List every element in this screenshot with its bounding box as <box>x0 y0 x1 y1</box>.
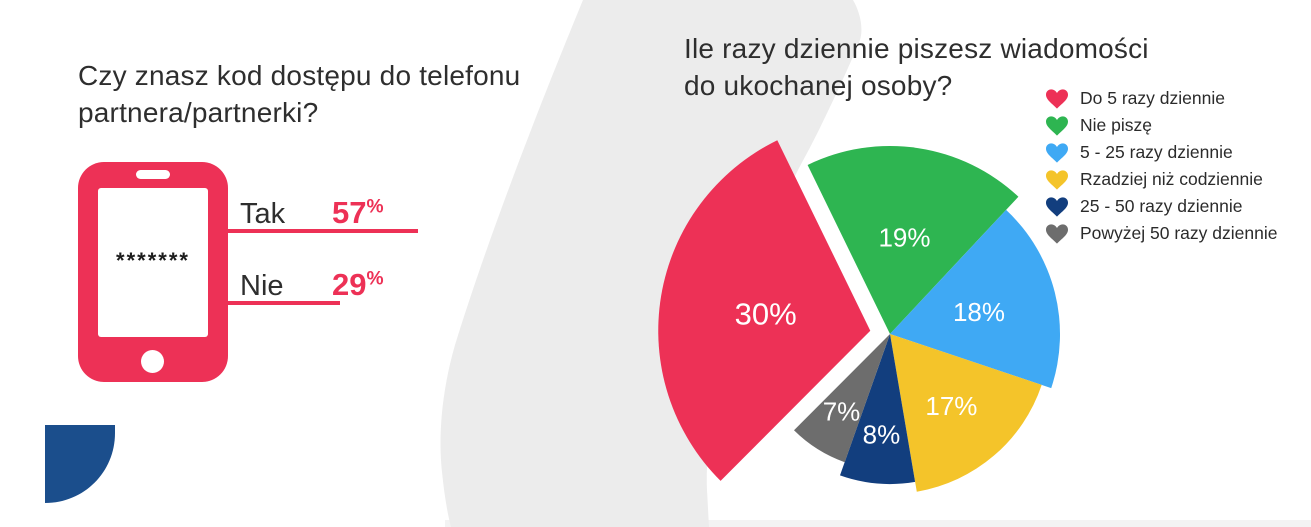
pie-slice-5 <box>794 334 890 463</box>
corner-quarter-circle <box>45 425 115 503</box>
pie-slice-2 <box>890 209 1061 389</box>
pie-slice-label-0: 30% <box>735 297 797 332</box>
pie-slice-label-2: 18% <box>953 297 1005 327</box>
pie-slice-3 <box>890 334 1042 492</box>
pie-slice-label-5: 7% <box>823 397 861 427</box>
pie-slice-label-1: 19% <box>878 223 930 253</box>
background-arc-band <box>440 0 862 527</box>
pie-slice-0 <box>658 140 871 481</box>
pie-slice-1 <box>807 145 1019 334</box>
pie-slice-label-3: 17% <box>925 391 977 421</box>
pie-slice-4 <box>840 334 916 485</box>
pie-slice-label-4: 8% <box>863 420 901 450</box>
